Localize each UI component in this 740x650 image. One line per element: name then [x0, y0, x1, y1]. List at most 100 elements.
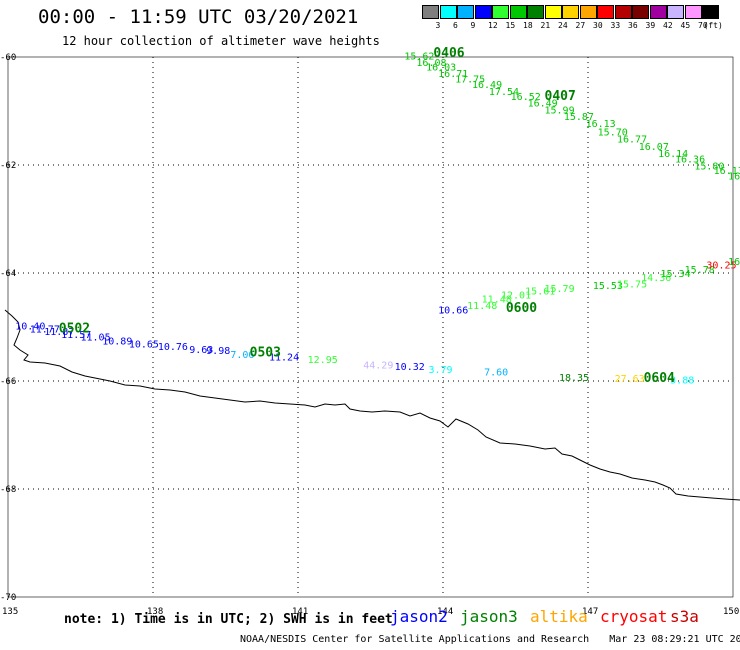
- swh-value-label: 11.87: [44, 327, 74, 338]
- legend-value-label: 30: [593, 21, 603, 30]
- swh-value-label: 12.95: [308, 355, 338, 366]
- pass-time-label: 0502: [59, 321, 90, 336]
- swh-value-label: 9.98: [206, 346, 230, 357]
- legend-color-swatch: [597, 5, 614, 19]
- swh-value-label: 7.06: [230, 350, 254, 361]
- swh-value-label: 11.48: [482, 295, 512, 306]
- page-title: 00:00 - 11:59 UTC 03/20/2021: [38, 6, 359, 28]
- x-tick-label: 138: [147, 607, 163, 617]
- legend-value-label: 42: [663, 21, 673, 30]
- legend-value-label: 6: [453, 21, 458, 30]
- swh-value-label: 15.99: [545, 106, 575, 117]
- swh-value-label: 15.80: [694, 161, 724, 172]
- swh-value-label: 3.88: [670, 376, 694, 387]
- swh-value-label: 15.75: [617, 280, 647, 291]
- legend-color-swatch: [544, 5, 562, 19]
- swh-value-label: 18.35: [559, 373, 589, 384]
- page-subtitle: 12 hour collection of altimeter wave hei…: [62, 34, 380, 48]
- pass-time-label: 0604: [644, 371, 675, 386]
- swh-value-label: 16.13: [714, 166, 740, 177]
- footer-credit: NOAA/NESDIS Center for Satellite Applica…: [240, 634, 740, 645]
- swh-value-label: 16.03: [426, 63, 456, 74]
- y-tick-label: -60: [0, 53, 16, 63]
- swh-value-label: 16.49: [472, 80, 502, 91]
- satellite-name-s3a: s3a: [670, 607, 699, 626]
- legend-color-swatch: [562, 5, 579, 19]
- swh-value-label: 15.61: [525, 287, 555, 298]
- legend-color-swatch: [579, 5, 597, 19]
- legend-color-swatch: [457, 5, 474, 19]
- swh-value-label: 16.9: [728, 172, 740, 183]
- swh-value-label: 15.53: [593, 281, 623, 292]
- footer-note: note: 1) Time is in UTC; 2) SWH is in fe…: [64, 612, 393, 627]
- pass-time-label: 0503: [250, 346, 281, 361]
- legend-color-swatch: [492, 5, 509, 19]
- credit-timestamp: Mar 23 08:29:21 UTC 2021: [609, 634, 740, 645]
- swh-value-label: 17.75: [455, 74, 485, 85]
- legend-color-swatch: [702, 5, 719, 19]
- swh-value-label: 10.40: [15, 322, 45, 333]
- swh-value-label: 7.60: [484, 368, 508, 379]
- legend-value-label: 39: [645, 21, 656, 30]
- legend-color-swatch: [684, 5, 702, 19]
- swh-value-label: 16.36: [675, 154, 705, 165]
- swh-value-label: 14.36: [641, 273, 671, 284]
- satellite-name-jason2: jason2: [390, 607, 448, 626]
- y-tick-label: -64: [0, 269, 16, 279]
- x-tick-label: 135: [2, 607, 18, 617]
- swh-value-label: 9.63: [189, 345, 213, 356]
- legend-value-label: 70: [698, 21, 708, 30]
- legend-value-label: 36: [628, 21, 638, 30]
- swh-value-label: 16.13: [586, 119, 616, 130]
- x-tick-label: 144: [437, 607, 453, 617]
- swh-value-label: 16.71: [438, 69, 468, 80]
- pass-time-label: 0600: [506, 301, 537, 316]
- legend-value-label: 15: [505, 21, 516, 30]
- legend-color-swatch: [632, 5, 649, 19]
- swh-value-label: 30.25: [706, 261, 736, 272]
- swh-value-label: 10.66: [438, 306, 468, 317]
- antarctic-coastline: [4, 309, 740, 501]
- legend-value-label: 27: [575, 21, 586, 30]
- swh-value-label: 16.: [728, 257, 740, 268]
- satellite-name-altika: altika: [530, 607, 588, 626]
- swh-value-label: 11.24: [269, 352, 299, 363]
- pass-time-label: 0406: [433, 46, 464, 61]
- pass-time-label: 0407: [545, 89, 576, 104]
- swh-value-label: 10.76: [158, 342, 188, 353]
- swh-value-label: 11.77: [30, 324, 60, 335]
- legend-value-label: 45: [680, 21, 691, 30]
- legend-value-label: 9: [470, 21, 476, 30]
- legend-value-label: 18: [523, 21, 533, 30]
- satellite-name-cryosat: cryosat: [600, 607, 668, 626]
- swh-value-label: 10.32: [395, 362, 425, 373]
- swh-value-label: 16.77: [617, 134, 647, 145]
- satellite-name-jason3: jason3: [460, 607, 518, 626]
- legend-color-swatch: [649, 5, 667, 19]
- legend-unit-label: (ft): [703, 21, 723, 30]
- swh-value-label: 15.87: [564, 112, 594, 123]
- y-tick-label: -66: [0, 377, 16, 387]
- x-tick-label: 141: [292, 607, 308, 617]
- legend-color-swatch: [422, 5, 439, 19]
- y-tick-label: -62: [0, 161, 16, 171]
- legend-color-swatch: [474, 5, 492, 19]
- swh-value-label: 15.79: [545, 284, 575, 295]
- swh-value-label: 27.63: [615, 374, 645, 385]
- x-tick-label: 150: [723, 607, 739, 617]
- legend-value-label: 33: [610, 21, 621, 30]
- swh-value-label: 10.65: [129, 340, 159, 351]
- swh-value-label: 44.29: [363, 361, 393, 372]
- swh-value-label: 16.14: [658, 149, 688, 160]
- legend-color-swatch: [509, 5, 527, 19]
- y-tick-label: -70: [0, 593, 16, 603]
- wave-height-tracks: 15.6216.0816.0316.7117.7516.4917.5416.52…: [15, 46, 740, 387]
- swh-value-label: 12.01: [501, 290, 531, 301]
- swh-value-label: 15.62: [404, 52, 434, 63]
- legend-value-label: 24: [558, 21, 568, 30]
- swh-value-label: 11.48: [467, 301, 497, 312]
- swh-value-label: 16.08: [416, 58, 446, 69]
- swh-value-label: 15.70: [598, 127, 628, 138]
- legend-color-swatch: [527, 5, 544, 19]
